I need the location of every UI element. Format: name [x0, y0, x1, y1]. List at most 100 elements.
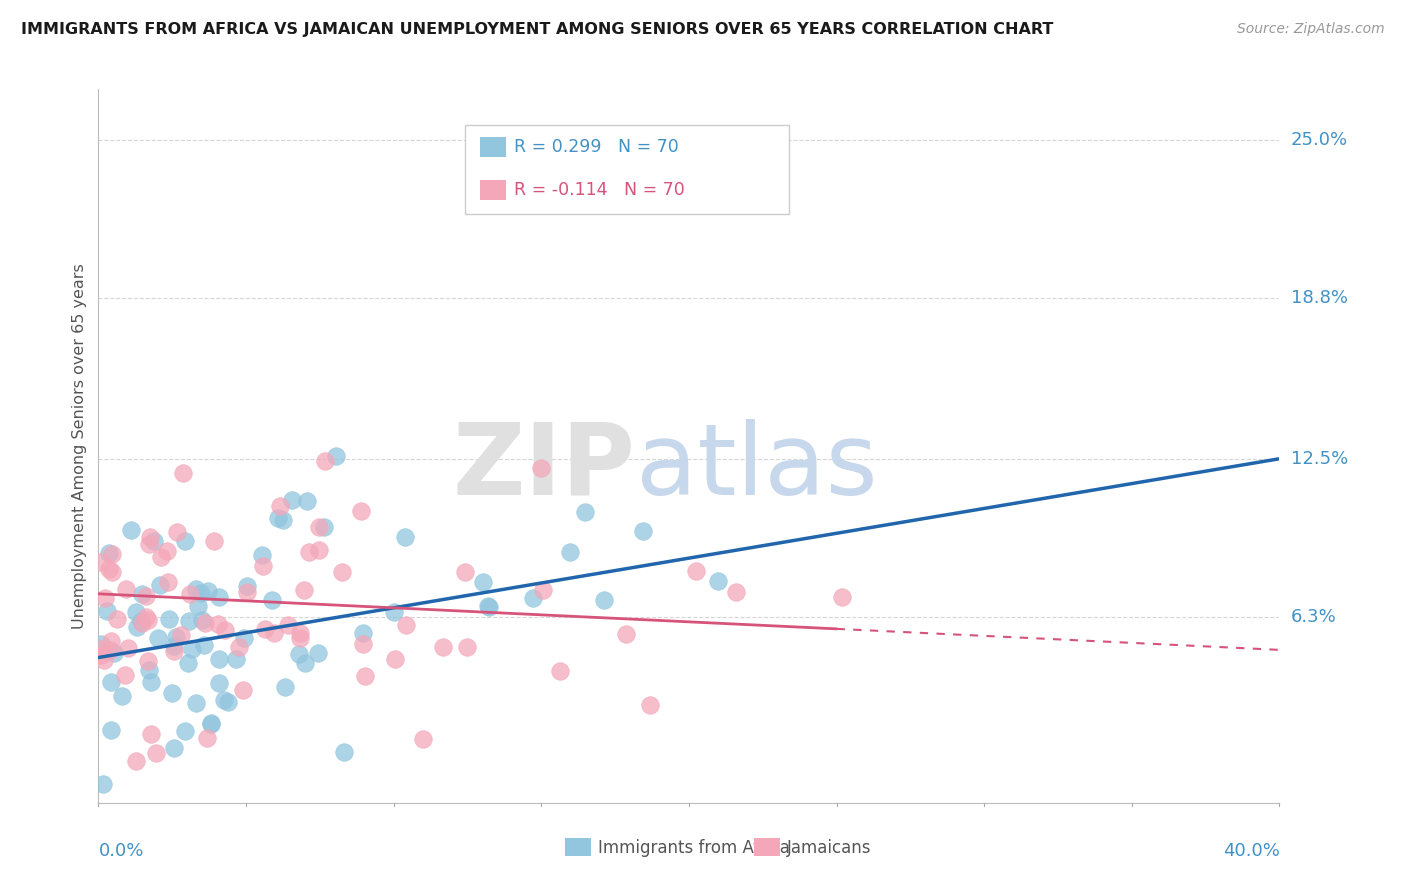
Point — [295, 494, 318, 508]
Text: 40.0%: 40.0% — [1223, 842, 1279, 860]
Point — [308, 519, 330, 533]
Point — [472, 574, 495, 589]
Point — [166, 524, 188, 539]
Point — [212, 693, 235, 707]
Text: 12.5%: 12.5% — [1291, 450, 1348, 467]
Point — [262, 593, 284, 607]
Point — [395, 618, 418, 632]
Point — [454, 565, 477, 579]
Point — [105, 612, 128, 626]
Point — [231, 682, 253, 697]
Point — [267, 511, 290, 525]
Point — [349, 504, 371, 518]
Point — [200, 715, 222, 730]
Point — [172, 466, 194, 480]
Point — [100, 634, 122, 648]
Point — [193, 638, 215, 652]
Point — [98, 546, 121, 560]
Point — [90, 637, 112, 651]
Point — [281, 493, 304, 508]
Point — [100, 723, 122, 738]
Point — [149, 578, 172, 592]
Point — [530, 461, 553, 475]
Point — [174, 723, 197, 738]
Point — [312, 520, 335, 534]
Point — [190, 585, 212, 599]
Point — [98, 562, 121, 576]
Point — [114, 668, 136, 682]
Point — [90, 641, 112, 656]
Point — [271, 512, 294, 526]
Text: Jamaicans: Jamaicans — [787, 838, 872, 856]
Point — [217, 695, 239, 709]
Point — [325, 449, 347, 463]
Bar — [565, 838, 591, 856]
Point — [263, 626, 285, 640]
Text: 18.8%: 18.8% — [1291, 289, 1347, 307]
Point — [233, 632, 256, 646]
Point — [225, 651, 247, 665]
Point — [90, 648, 112, 662]
Point — [176, 656, 198, 670]
Point — [163, 644, 186, 658]
Point — [115, 582, 138, 597]
Point — [614, 626, 637, 640]
Point — [195, 731, 218, 745]
Point — [177, 614, 200, 628]
Point — [139, 675, 162, 690]
Point — [252, 558, 274, 573]
Point — [124, 605, 146, 619]
Point — [384, 652, 406, 666]
Point — [138, 654, 160, 668]
Text: ZIP: ZIP — [453, 419, 636, 516]
Point — [432, 640, 454, 654]
Point — [184, 582, 207, 596]
Point — [592, 593, 614, 607]
Point — [214, 624, 236, 638]
Point — [277, 618, 299, 632]
Point — [98, 642, 121, 657]
Point — [163, 639, 186, 653]
Point — [186, 696, 208, 710]
Point — [685, 565, 707, 579]
Point — [478, 600, 501, 615]
Point — [236, 585, 259, 599]
Point — [200, 716, 222, 731]
Point — [290, 631, 312, 645]
Point — [157, 612, 180, 626]
Point — [298, 545, 321, 559]
Text: R = -0.114   N = 70: R = -0.114 N = 70 — [515, 181, 685, 199]
Text: 25.0%: 25.0% — [1291, 131, 1348, 149]
Point — [631, 524, 654, 538]
Point — [314, 454, 336, 468]
Point — [91, 777, 114, 791]
Point — [522, 591, 544, 606]
Point — [253, 622, 276, 636]
Point — [574, 505, 596, 519]
Point — [96, 604, 118, 618]
Point — [139, 726, 162, 740]
Point — [638, 698, 661, 712]
Point — [101, 547, 124, 561]
Point — [156, 575, 179, 590]
Text: 0.0%: 0.0% — [98, 842, 143, 860]
Point — [394, 530, 416, 544]
Point — [93, 591, 115, 606]
Point — [93, 653, 115, 667]
Point — [202, 534, 225, 549]
Point — [236, 579, 259, 593]
Point — [274, 680, 297, 694]
Point — [120, 523, 142, 537]
Point — [456, 640, 478, 654]
Point — [138, 664, 160, 678]
FancyBboxPatch shape — [464, 125, 789, 214]
Point — [294, 657, 316, 671]
Point — [100, 674, 122, 689]
Point — [382, 605, 405, 619]
Point — [477, 599, 499, 613]
Point — [412, 731, 434, 746]
Point — [228, 640, 250, 654]
Text: 6.3%: 6.3% — [1291, 607, 1336, 626]
Point — [135, 610, 157, 624]
Point — [208, 676, 231, 690]
